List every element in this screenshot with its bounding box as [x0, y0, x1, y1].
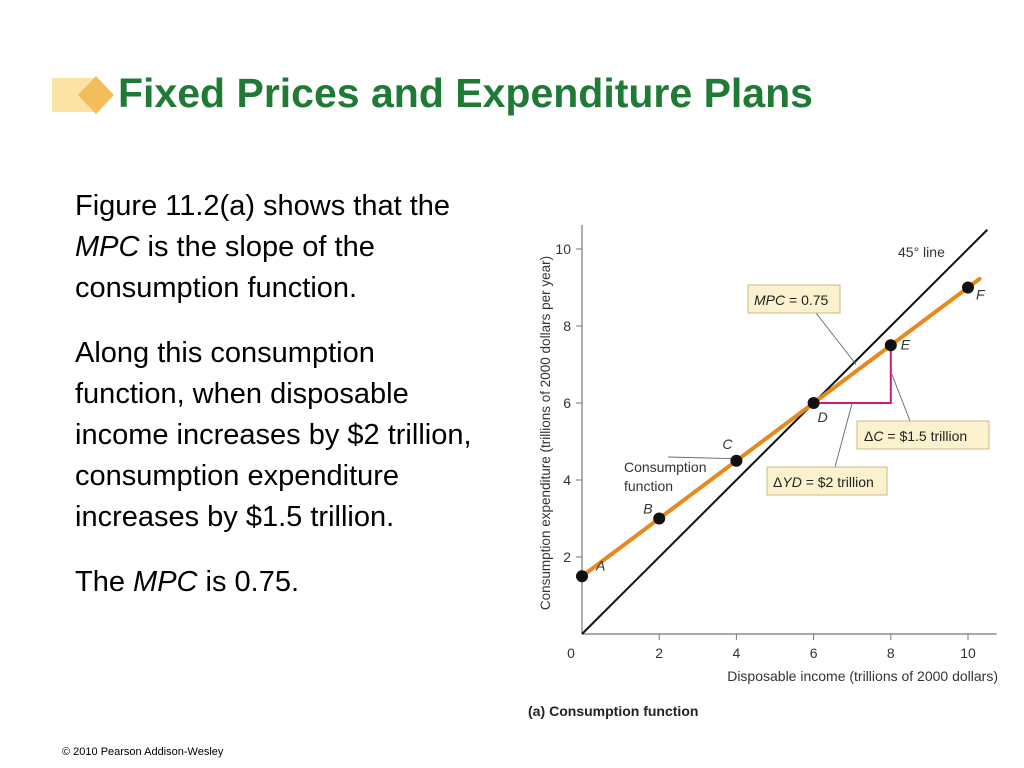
copyright-notice: © 2010 Pearson Addison-Wesley	[62, 746, 224, 758]
y-tick-label: 8	[563, 318, 571, 334]
label-consumption-function-2: function	[624, 478, 673, 494]
point-f-marker	[962, 281, 974, 294]
callout-leader-line	[815, 312, 857, 365]
point-f-label: F	[976, 287, 986, 303]
callout-leader-line	[667, 456, 741, 460]
point-e-marker	[884, 339, 897, 352]
chart-lines	[580, 229, 989, 635]
mpc-callout: MPC = 0.75	[747, 284, 841, 314]
mpc-callout-var: MPC	[754, 292, 786, 308]
point-a-marker	[576, 570, 588, 583]
paragraph-mpc-slope: Figure 11.2(a) shows that the MPC is the…	[75, 186, 475, 309]
point-c-marker	[730, 454, 743, 467]
y-tick-label: 10	[555, 241, 571, 257]
chart-caption: Consumption function	[549, 703, 698, 719]
p1-text-b: is the slope of the consumption function…	[75, 231, 375, 304]
delta-yd-value: = $2 trillion	[802, 474, 874, 490]
svg-text:ΔYD = $2 trillion: ΔYD = $2 trillion	[773, 474, 874, 490]
point-d-label: D	[818, 409, 828, 425]
axes: 0 2 4 6 8 10 2 4 6 8 10	[555, 225, 997, 661]
y-tick-label: 6	[563, 395, 571, 411]
delta-yd-callout: ΔYD = $2 trillion	[766, 466, 888, 496]
delta-c-callout: ΔC = $1.5 trillion	[856, 420, 990, 450]
callout-leaders	[667, 312, 911, 468]
body-text: Figure 11.2(a) shows that the MPC is the…	[75, 186, 475, 627]
consumption-function-chart: 0 2 4 6 8 10 2 4 6 8 10 A B C D E F Consumption expendi…	[528, 225, 998, 719]
delta-yd-symbol: Δ	[773, 474, 782, 490]
slide-title: Fixed Prices and Expenditure Plans	[118, 70, 813, 116]
delta-c-value: = $1.5 trillion	[883, 428, 967, 444]
chart-caption-prefix: (a)	[528, 703, 545, 719]
x-tick-label: 8	[887, 645, 895, 661]
line-45-degree	[581, 229, 989, 635]
x-tick-label: 4	[733, 645, 741, 661]
title-diamond-decoration	[52, 76, 114, 114]
point-b-marker	[653, 512, 666, 525]
delta-c-var: C	[873, 428, 884, 444]
paragraph-mpc-value: The MPC is 0.75.	[75, 562, 475, 603]
y-tick-label: 4	[563, 472, 571, 488]
p3-text-a: The	[75, 566, 134, 598]
point-d-marker	[807, 397, 820, 409]
p1-text-a: Figure 11.2(a) shows that the	[75, 190, 451, 222]
delta-triangle	[813, 345, 892, 404]
point-c-label: C	[722, 436, 733, 452]
svg-text:ΔC = $1.5 trillion: ΔC = $1.5 trillion	[864, 428, 967, 444]
label-45-line: 45° line	[898, 244, 945, 260]
consumption-function-line	[580, 276, 982, 579]
x-tick-label: 10	[960, 645, 976, 661]
svg-text:(a)Consumption function: (a) Consumption function	[528, 703, 698, 719]
callout-leader-line	[891, 373, 911, 422]
point-a-label: A	[595, 557, 605, 573]
callout-leader-line	[834, 402, 853, 468]
x-tick-label: 2	[655, 645, 663, 661]
delta-c-symbol: Δ	[864, 428, 873, 444]
svg-text:MPC = 0.75: MPC = 0.75	[754, 292, 829, 308]
paragraph-increase: Along this consumption function, when di…	[75, 337, 472, 533]
y-tick-label: 2	[563, 549, 571, 565]
x-tick-label: 0	[567, 645, 575, 661]
chart-points: A B C D E F	[576, 281, 986, 583]
point-e-label: E	[901, 336, 911, 352]
p3-mpc: MPC	[133, 566, 198, 598]
label-consumption-function-1: Consumption	[624, 459, 707, 475]
p1-mpc: MPC	[75, 231, 140, 263]
x-axis-label: Disposable income (trillions of 2000 dol…	[727, 668, 998, 684]
p3-text-b: is 0.75.	[197, 566, 300, 598]
x-tick-label: 6	[810, 645, 818, 661]
y-axis-label: Consumption expenditure (trillions of 20…	[538, 256, 553, 610]
delta-yd-var: YD	[782, 474, 801, 490]
point-b-label: B	[643, 501, 652, 517]
mpc-callout-value: = 0.75	[785, 292, 828, 308]
delta-triangle-line	[813, 345, 892, 404]
